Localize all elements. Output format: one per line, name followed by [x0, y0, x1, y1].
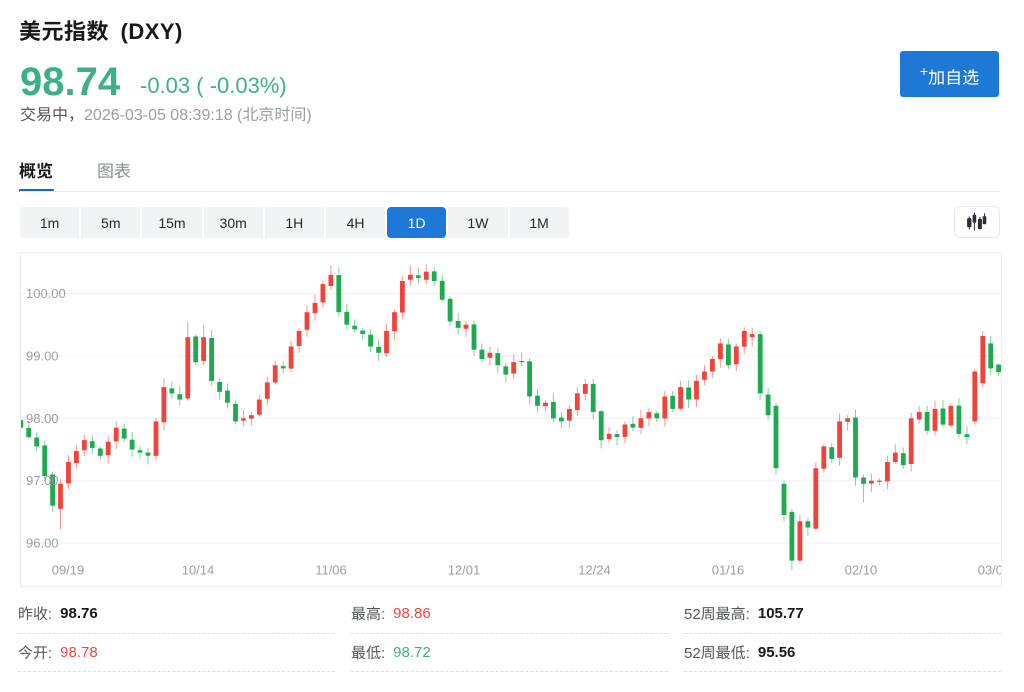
- svg-text:12/24: 12/24: [578, 563, 611, 578]
- svg-text:01/16: 01/16: [712, 563, 745, 578]
- svg-text:100.00: 100.00: [26, 286, 66, 301]
- svg-text:02/10: 02/10: [845, 563, 878, 578]
- svg-text:99.00: 99.00: [26, 348, 59, 363]
- svg-text:12/01: 12/01: [448, 563, 481, 578]
- svg-text:03/05: 03/05: [978, 563, 1001, 578]
- svg-text:96.00: 96.00: [26, 536, 59, 551]
- svg-text:97.00: 97.00: [26, 473, 59, 488]
- svg-text:11/06: 11/06: [315, 563, 347, 578]
- svg-text:98.00: 98.00: [26, 411, 59, 426]
- svg-text:09/19: 09/19: [52, 563, 85, 578]
- svg-text:10/14: 10/14: [182, 563, 215, 578]
